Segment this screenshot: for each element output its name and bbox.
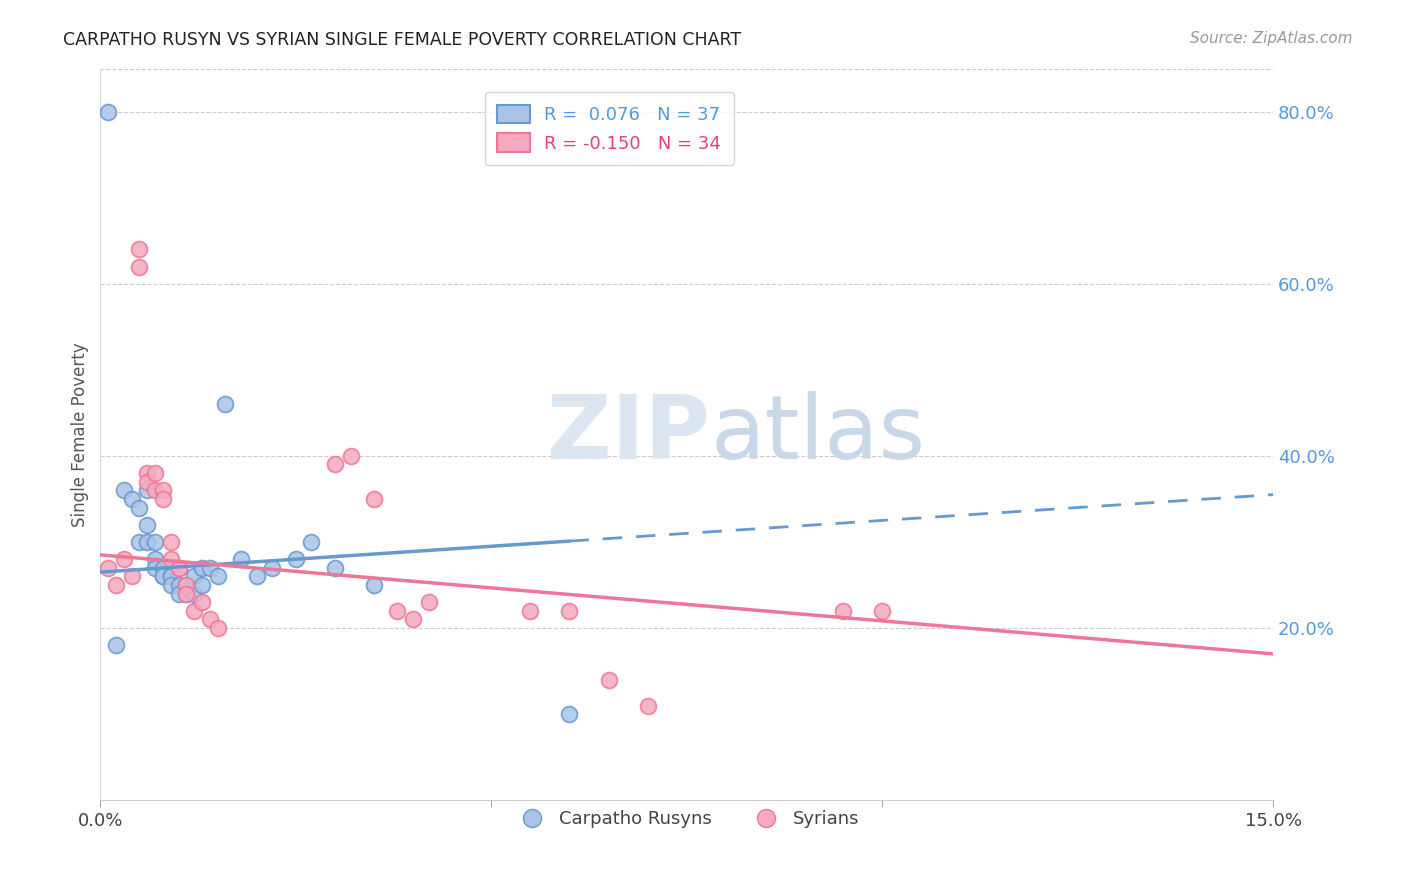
Point: [301, 535, 323, 549]
Point: [558, 604, 581, 618]
Point: [637, 698, 659, 713]
Point: [363, 491, 385, 506]
Point: [363, 578, 385, 592]
Point: [159, 552, 181, 566]
Point: [198, 612, 221, 626]
Point: [97, 561, 120, 575]
Point: [136, 517, 159, 532]
Point: [152, 569, 174, 583]
Point: [262, 561, 284, 575]
Point: [191, 578, 214, 592]
Point: [198, 561, 221, 575]
Point: [387, 604, 409, 618]
Text: CARPATHO RUSYN VS SYRIAN SINGLE FEMALE POVERTY CORRELATION CHART: CARPATHO RUSYN VS SYRIAN SINGLE FEMALE P…: [63, 31, 741, 49]
Point: [402, 612, 425, 626]
Point: [598, 673, 620, 687]
Point: [167, 561, 190, 575]
Point: [183, 569, 205, 583]
Point: [104, 638, 127, 652]
Point: [121, 569, 143, 583]
Point: [152, 491, 174, 506]
Point: [128, 260, 150, 274]
Point: [143, 535, 166, 549]
Text: atlas: atlas: [710, 391, 925, 478]
Point: [136, 535, 159, 549]
Point: [121, 491, 143, 506]
Point: [229, 552, 252, 566]
Point: [323, 561, 346, 575]
Point: [176, 578, 198, 592]
Point: [418, 595, 440, 609]
Point: [191, 595, 214, 609]
Point: [159, 569, 181, 583]
Point: [152, 569, 174, 583]
Point: [176, 586, 198, 600]
Point: [832, 604, 855, 618]
Text: Source: ZipAtlas.com: Source: ZipAtlas.com: [1189, 31, 1353, 46]
Point: [128, 535, 150, 549]
Point: [143, 561, 166, 575]
Point: [519, 604, 541, 618]
Point: [183, 604, 205, 618]
Legend: Carpatho Rusyns, Syrians: Carpatho Rusyns, Syrians: [506, 803, 866, 835]
Point: [176, 578, 198, 592]
Point: [323, 458, 346, 472]
Point: [128, 500, 150, 515]
Point: [339, 449, 361, 463]
Point: [246, 569, 269, 583]
Point: [143, 466, 166, 480]
Point: [207, 621, 229, 635]
Point: [284, 552, 307, 566]
Point: [104, 578, 127, 592]
Point: [136, 475, 159, 489]
Point: [159, 578, 181, 592]
Point: [207, 569, 229, 583]
Point: [159, 569, 181, 583]
Point: [112, 483, 135, 498]
Point: [167, 561, 190, 575]
Point: [128, 242, 150, 256]
Point: [152, 483, 174, 498]
Point: [152, 561, 174, 575]
Point: [191, 561, 214, 575]
Point: [870, 604, 893, 618]
Point: [167, 586, 190, 600]
Point: [159, 535, 181, 549]
Text: ZIP: ZIP: [547, 391, 710, 478]
Point: [214, 397, 236, 411]
Point: [112, 552, 135, 566]
Point: [143, 552, 166, 566]
Y-axis label: Single Female Poverty: Single Female Poverty: [72, 342, 89, 526]
Point: [558, 707, 581, 722]
Point: [176, 586, 198, 600]
Point: [136, 466, 159, 480]
Point: [136, 483, 159, 498]
Point: [143, 483, 166, 498]
Point: [167, 578, 190, 592]
Point: [183, 586, 205, 600]
Point: [97, 104, 120, 119]
